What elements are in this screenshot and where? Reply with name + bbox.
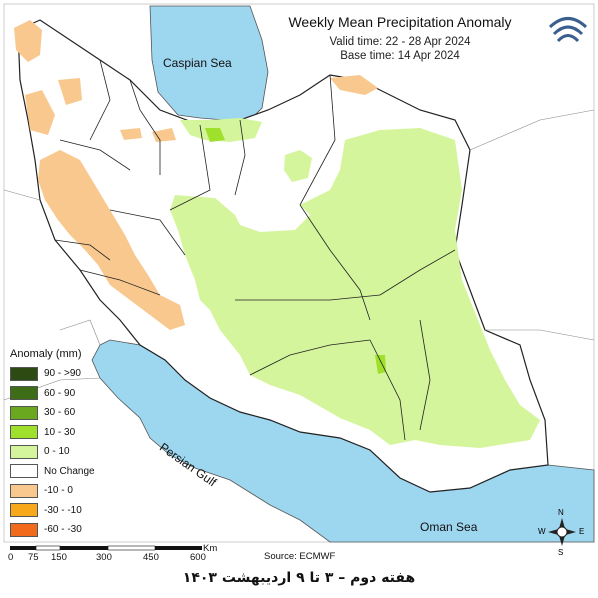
legend-item: No Change (10, 462, 102, 482)
compass-n: N (558, 508, 564, 517)
anomaly-zone-0-10 (170, 128, 540, 448)
map-title: Weekly Mean Precipitation Anomaly (288, 14, 512, 30)
base-time: Base time: 14 Apr 2024 (340, 50, 460, 62)
legend-item: -10 - 0 (10, 481, 102, 501)
legend-swatch (10, 483, 38, 498)
legend-label: 60 - 90 (44, 387, 76, 399)
scale-tick-1: 75 (28, 552, 39, 563)
legend: Anomaly (mm) 90 - >90 60 - 90 30 - 60 10 - … (10, 348, 102, 540)
legend-item: -30 - -10 (10, 501, 102, 521)
legend-swatch (10, 366, 38, 381)
compass-s: S (558, 548, 564, 557)
scale-bar (10, 545, 202, 551)
oman-sea-label: Oman Sea (420, 520, 478, 534)
anomaly-zone-10-30 (205, 128, 225, 142)
anomaly-zone-neg10-0-ne (330, 75, 378, 95)
legend-label: -60 - -30 (44, 524, 82, 536)
caspian-sea-label: Caspian Sea (163, 56, 232, 70)
scale-tick-2: 150 (51, 552, 67, 563)
legend-swatch (10, 386, 38, 401)
compass-e: E (579, 527, 585, 536)
source-label: Source: ECMWF (264, 551, 336, 562)
organization-logo (548, 17, 588, 43)
anomaly-zone-neg10-0-n2 (152, 128, 176, 142)
legend-item: -60 - -30 (10, 520, 102, 540)
legend-item: 10 - 30 (10, 423, 102, 443)
scale-tick-0: 0 (8, 552, 14, 563)
legend-swatch (10, 405, 38, 420)
scale-tick-5: 600 (190, 552, 206, 563)
anomaly-zone-neg10-0-nw (14, 20, 42, 62)
province-borders (54, 59, 456, 441)
anomaly-zone-neg10-0-nw2 (25, 90, 55, 135)
legend-swatch (10, 444, 38, 459)
legend-item: 30 - 60 (10, 403, 102, 423)
legend-label: No Change (44, 465, 95, 477)
legend-label: 0 - 10 (44, 446, 70, 458)
legend-title: Anomaly (mm) (10, 348, 82, 360)
legend-label: -10 - 0 (44, 485, 73, 497)
anomaly-zone-neg10-0-n (120, 128, 142, 140)
compass-rose (548, 518, 576, 546)
legend-item: 90 - >90 (10, 364, 102, 384)
anomaly-zone-0-10-north (284, 150, 312, 182)
scale-tick-3: 300 (96, 552, 112, 563)
no-change-zone (230, 200, 310, 232)
legend-swatch (10, 503, 38, 518)
legend-label: -30 - -10 (44, 504, 82, 516)
valid-time: Valid time: 22 - 28 Apr 2024 (329, 36, 471, 48)
legend-swatch (10, 464, 38, 479)
legend-label: 10 - 30 (44, 426, 76, 438)
compass-w: W (538, 527, 546, 536)
legend-item: 60 - 90 (10, 384, 102, 404)
legend-label: 30 - 60 (44, 407, 76, 419)
anomaly-zone-neg10-0-nw3 (58, 78, 82, 105)
neighbour-borders (3, 109, 595, 401)
scale-unit: Km (203, 543, 218, 554)
legend-label: 90 - >90 (44, 368, 81, 380)
anomaly-zone-neg10-0-west (38, 150, 185, 330)
anomaly-zone-10-30-central (375, 355, 386, 374)
legend-item: 0 - 10 (10, 442, 102, 462)
footer-persian-caption: هفته دوم – ۳ تا ۹ اردیبهشت ۱۴۰۳ (182, 570, 416, 586)
anomaly-zone-north (180, 118, 262, 142)
scale-tick-4: 450 (143, 552, 159, 563)
legend-swatch (10, 425, 38, 440)
legend-swatch (10, 522, 38, 537)
